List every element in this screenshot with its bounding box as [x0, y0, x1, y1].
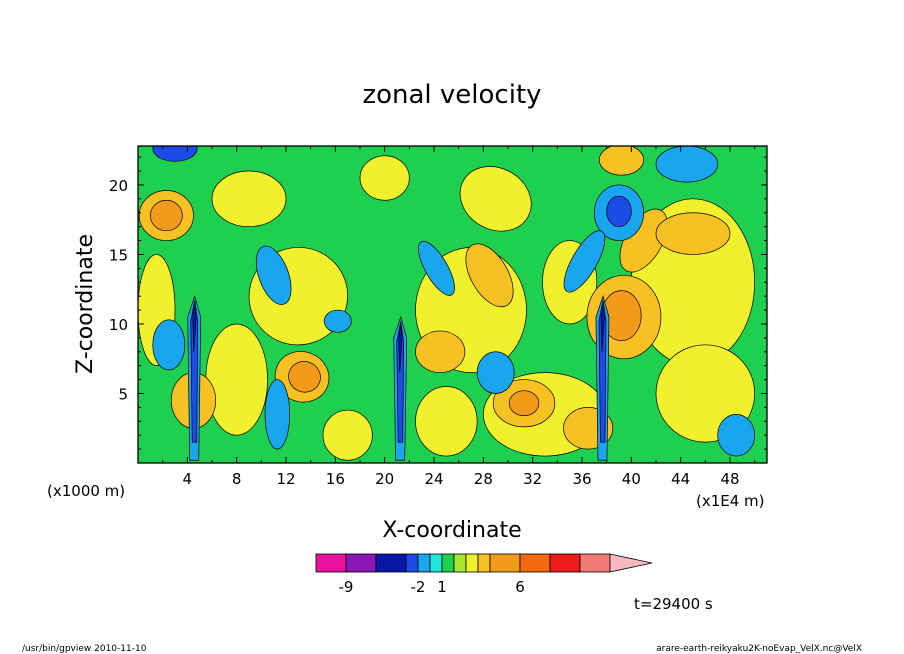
- y-tick-label: 10: [109, 316, 128, 334]
- x-axis-label: X-coordinate: [382, 518, 521, 543]
- x-tick-label: 36: [572, 470, 591, 488]
- colorbar-label: -9: [339, 578, 354, 596]
- colorbar-swatch: [549, 553, 581, 573]
- y-axis: 5 10 15 20: [109, 156, 767, 450]
- positive-lobe: [149, 199, 183, 232]
- colorbar: -9 -2 1 6: [315, 553, 653, 596]
- contour-region: [322, 409, 373, 461]
- convective-jet-max: [600, 304, 605, 352]
- y-tick-label: 20: [109, 177, 128, 195]
- contour-region: [359, 155, 410, 201]
- colorbar-swatch: [417, 553, 431, 573]
- x-tick-label: 28: [474, 470, 493, 488]
- colorbar-label: 6: [515, 578, 525, 596]
- x-tick-label: 12: [276, 470, 295, 488]
- negative-lobe: [323, 309, 352, 333]
- y-tick-label: 15: [109, 246, 128, 264]
- negative-lobe: [655, 146, 719, 183]
- negative-lobe: [476, 351, 515, 394]
- colorbar-swatch: [489, 553, 521, 573]
- x-tick-label: 20: [375, 470, 394, 488]
- x-tick-label: 8: [232, 470, 242, 488]
- x-tick-label: 48: [720, 470, 739, 488]
- colorbar-swatch: [477, 553, 491, 573]
- plot-frame: [137, 145, 768, 464]
- footer-left: /usr/bin/gpview 2010-11-10: [22, 644, 147, 654]
- velocity-field: [138, 146, 756, 461]
- x-tick-label: 32: [523, 470, 542, 488]
- positive-lobe: [598, 146, 645, 176]
- positive-lobe: [288, 361, 321, 393]
- colorbar-swatch: [465, 553, 479, 573]
- positive-lobe: [508, 390, 540, 417]
- convective-jet-core: [396, 321, 405, 443]
- convective-jet-core: [598, 300, 607, 443]
- colorbar-arrow: [609, 553, 653, 573]
- colorbar-swatch: [519, 553, 551, 573]
- convective-jet-max: [192, 304, 197, 352]
- colorbar-swatch: [375, 553, 407, 573]
- x-tick-label: 4: [183, 470, 193, 488]
- colorbar-swatch: [405, 553, 419, 573]
- negative-lobe: [264, 379, 291, 450]
- negative-lobe: [606, 195, 632, 227]
- colorbar-swatch: [453, 553, 467, 573]
- negative-lobe: [717, 413, 756, 457]
- colorbar-label: 1: [437, 578, 447, 596]
- x-axis: 4 8 12 16 20 24 28 32 36 40 44 48: [162, 146, 756, 488]
- contour-region: [211, 170, 287, 227]
- x-tick-label: 16: [326, 470, 345, 488]
- negative-lobe: [418, 240, 455, 296]
- colorbar-swatch: [579, 553, 611, 573]
- colorbar-swatch: [441, 553, 455, 573]
- convective-jet-max: [398, 325, 403, 373]
- colorbar-swatch: [429, 553, 443, 573]
- negative-lobe: [152, 319, 186, 371]
- negative-lobe: [255, 245, 292, 305]
- chart-title: zonal velocity: [362, 80, 541, 110]
- negative-lobe: [563, 230, 606, 293]
- contour-region: [415, 386, 478, 457]
- contour-region: [459, 166, 532, 232]
- negative-lobe: [152, 146, 198, 162]
- x-tick-label: 44: [671, 470, 690, 488]
- footer-right: arare-earth-reikyaku2K-noEvap_VelX.nc@Ve…: [656, 644, 862, 654]
- convective-jet-core: [190, 300, 199, 443]
- y-axis-label: Z-coordinate: [73, 234, 98, 374]
- time-annotation: t=29400 s: [634, 595, 713, 613]
- x-tick-label: 40: [622, 470, 641, 488]
- x-unit-label: (x1000 m): [47, 482, 125, 500]
- x-scale-label: (x1E4 m): [696, 492, 765, 510]
- contour-region: [205, 323, 268, 436]
- colorbar-swatch: [345, 553, 377, 573]
- positive-lobe: [465, 243, 514, 308]
- colorbar-label: -2: [411, 578, 426, 596]
- positive-lobe: [655, 212, 731, 255]
- positive-lobe: [415, 330, 466, 373]
- x-tick-label: 24: [424, 470, 443, 488]
- y-tick-label: 5: [118, 385, 128, 403]
- colorbar-swatch: [315, 553, 347, 573]
